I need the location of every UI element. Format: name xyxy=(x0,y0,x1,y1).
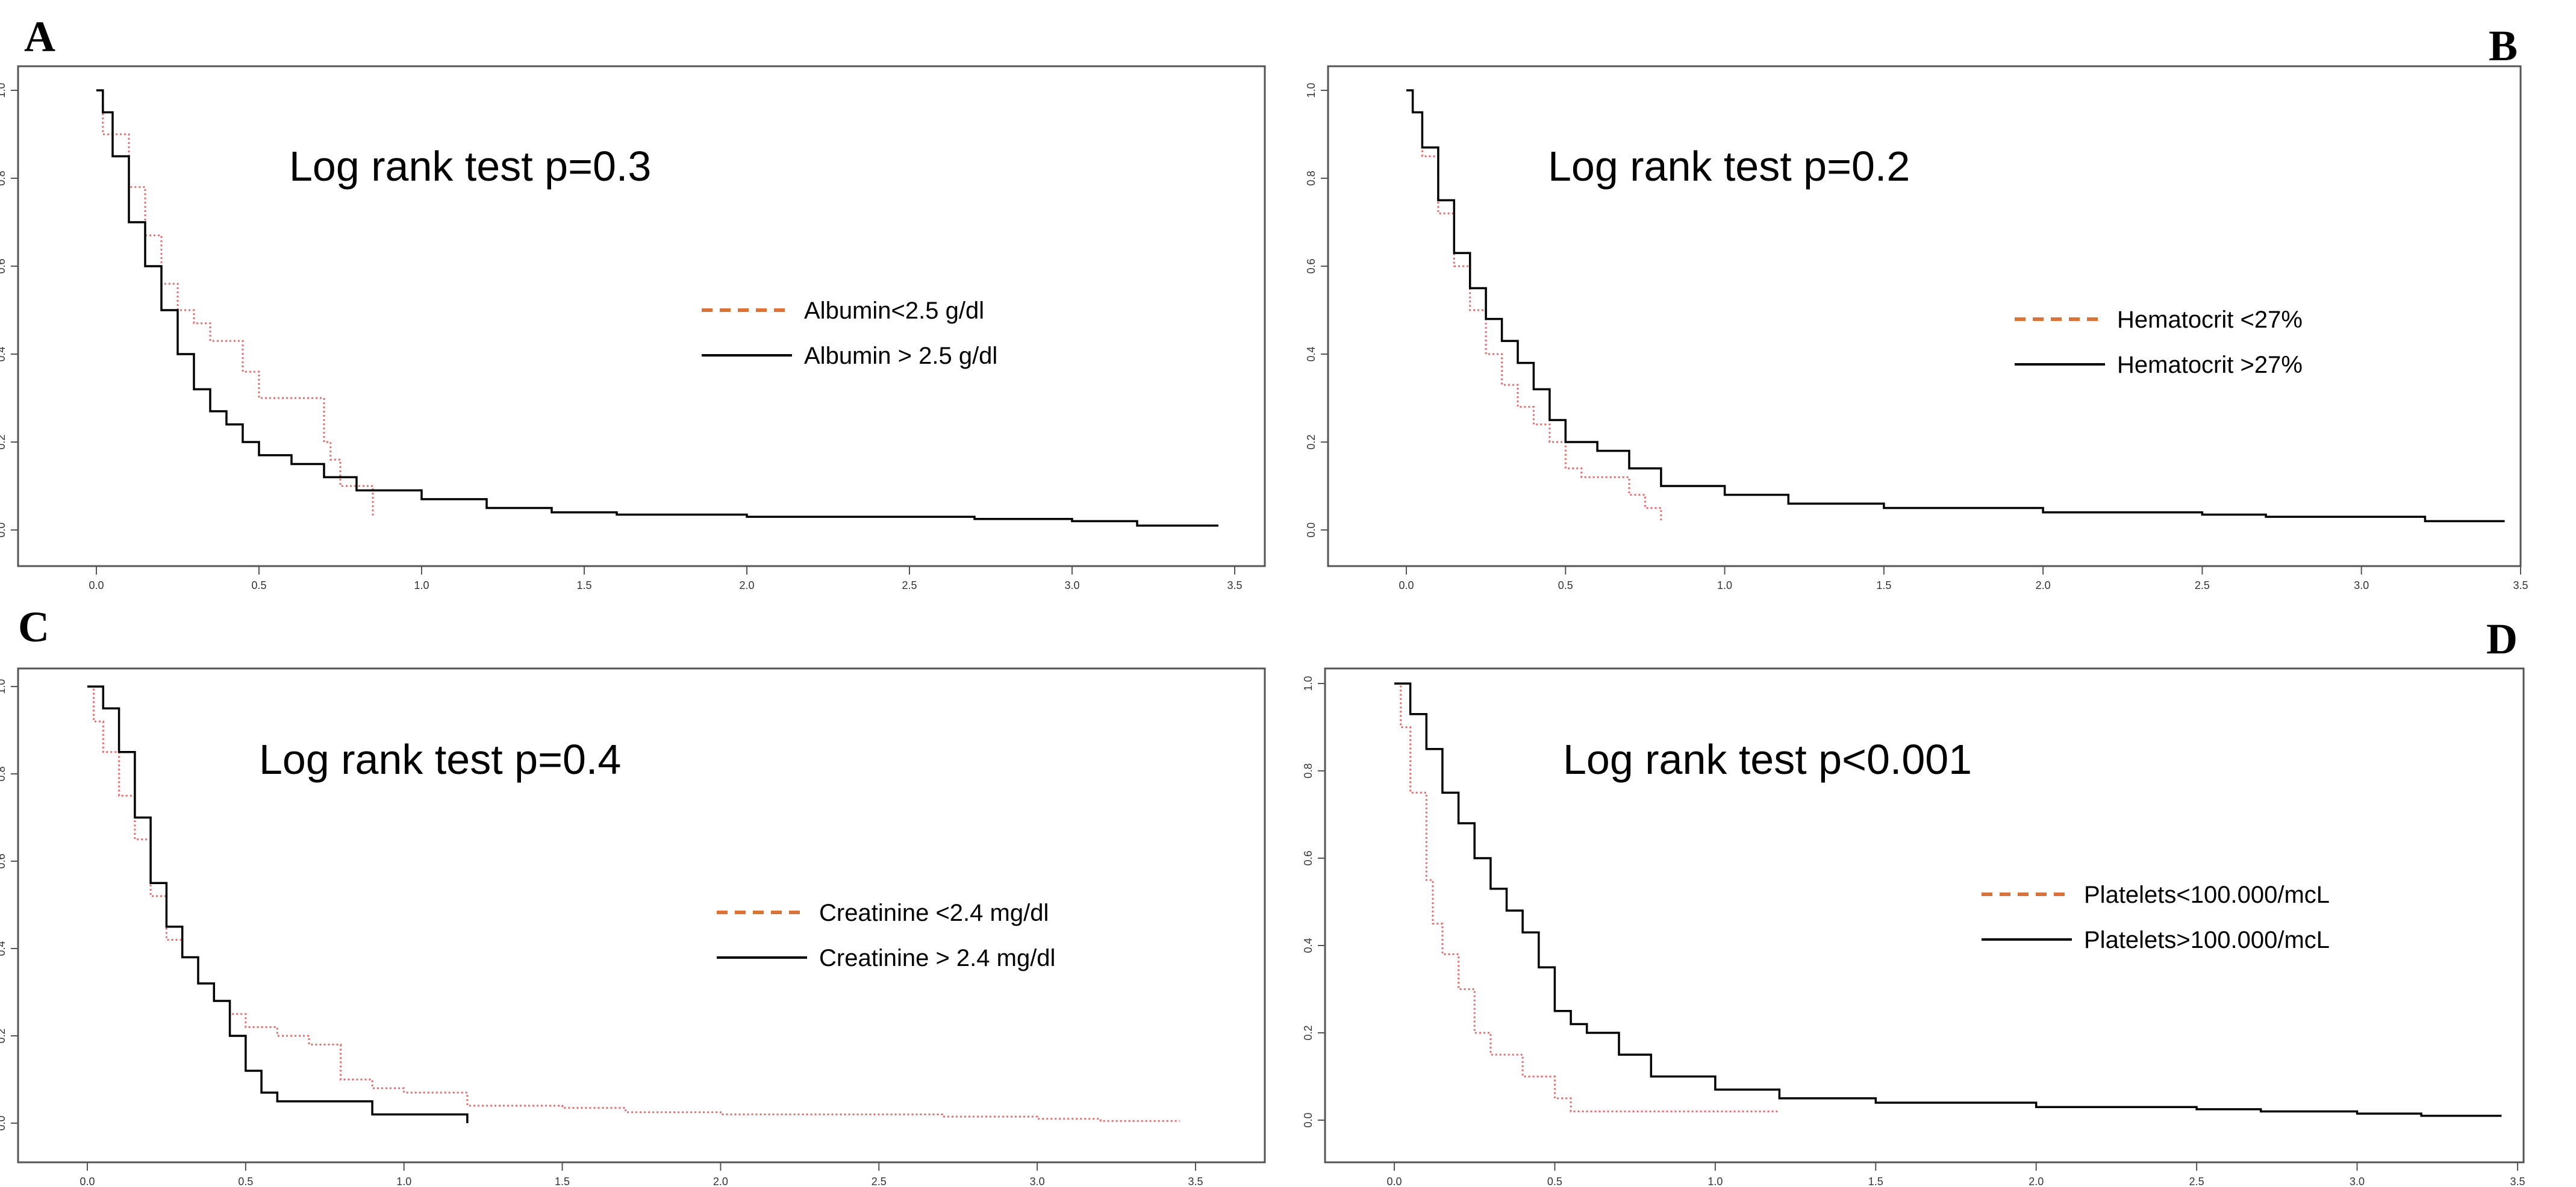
x-tick-label: 3.5 xyxy=(1188,1176,1203,1187)
x-tick-label: 3.0 xyxy=(2354,579,2369,591)
x-tick-label: 1.0 xyxy=(414,579,429,591)
series-line-dotted xyxy=(87,685,1180,1122)
legend-label: Platelets<100.000/mcL xyxy=(2084,882,2330,908)
log-rank-annotation: Log rank test p<0.001 xyxy=(1563,736,1972,783)
legend-label: Albumin<2.5 g/dl xyxy=(804,298,984,324)
panel-c: 0.0 0.5 1.0 1.5 2.0 2.5 3.0 3.5 0.0 0.2 0.4 0.6 0.8 1… xyxy=(0,603,1266,1187)
x-tick-label: 3.0 xyxy=(2350,1176,2365,1187)
y-tick-label: 1.0 xyxy=(0,83,7,98)
y-tick-label: 0.0 xyxy=(0,1115,7,1130)
x-tick-label: 0.0 xyxy=(1399,579,1414,591)
legend-label: Hematocrit <27% xyxy=(2117,307,2303,333)
x-tick-label: 2.5 xyxy=(872,1176,887,1187)
x-tick-label: 3.5 xyxy=(2513,579,2528,591)
x-tick-label: 2.0 xyxy=(739,579,754,591)
x-tick-label: 0.0 xyxy=(1386,1176,1402,1187)
x-tick-label: 0.0 xyxy=(89,579,104,591)
x-tick-label: 2.0 xyxy=(2029,1176,2044,1187)
x-tick-label: 2.5 xyxy=(2195,579,2210,591)
plot-frame xyxy=(17,65,1266,567)
series-line-solid xyxy=(1406,89,2505,523)
log-rank-annotation: Log rank test p=0.4 xyxy=(259,736,621,783)
y-tick-label: 0.2 xyxy=(1305,434,1317,449)
series-line-dotted xyxy=(96,89,374,517)
y-tick-label: 0.8 xyxy=(0,766,7,781)
x-tick-label: 2.0 xyxy=(2036,579,2051,591)
y-tick-label: 0.6 xyxy=(1305,258,1317,273)
x-tick-label: 3.5 xyxy=(2510,1176,2525,1187)
x-tick-label: 1.0 xyxy=(1707,1176,1723,1187)
log-rank-annotation: Log rank test p=0.3 xyxy=(289,143,651,190)
plot-frame xyxy=(17,667,1266,1164)
y-tick-label: 0.0 xyxy=(1302,1112,1314,1127)
y-tick-label: 0.4 xyxy=(0,346,7,361)
y-tick-label: 0.2 xyxy=(0,1028,7,1043)
x-tick-label: 3.0 xyxy=(1064,579,1079,591)
y-tick-label: 0.6 xyxy=(0,853,7,868)
x-tick-label: 3.5 xyxy=(1227,579,1242,591)
y-tick-label: 0.6 xyxy=(1302,850,1314,865)
x-tick-label: 1.0 xyxy=(396,1176,411,1187)
y-tick-label: 0.0 xyxy=(1305,522,1317,537)
y-tick-label: 0.4 xyxy=(0,941,7,956)
plot-frame xyxy=(1324,667,2525,1164)
y-tick-label: 1.0 xyxy=(1305,83,1317,98)
x-tick-label: 1.5 xyxy=(576,579,591,591)
series-line-dotted xyxy=(1406,89,1662,522)
legend-label: Creatinine <2.4 mg/dl xyxy=(819,900,1049,926)
legend-label: Creatinine > 2.4 mg/dl xyxy=(819,945,1055,971)
x-tick-label: 1.5 xyxy=(1868,1176,1883,1187)
series-line-solid xyxy=(96,89,1218,527)
x-tick-label: 3.0 xyxy=(1030,1176,1045,1187)
panel-a: 0.0 0.5 1.0 1.5 2.0 2.5 3.0 3.5 0.0 0.2 0.4 0.6 0.8 1… xyxy=(0,13,1266,591)
legend-label: Albumin > 2.5 g/dl xyxy=(804,343,997,369)
x-tick-label: 0.5 xyxy=(1558,579,1573,591)
y-tick-label: 0.0 xyxy=(0,522,7,537)
y-tick-label: 0.8 xyxy=(1302,763,1314,778)
x-tick-label: 0.5 xyxy=(251,579,266,591)
panel-letter: C xyxy=(18,603,49,651)
x-tick-label: 1.5 xyxy=(555,1176,570,1187)
legend-label: Platelets>100.000/mcL xyxy=(2084,927,2330,953)
y-tick-label: 0.8 xyxy=(0,170,7,185)
y-tick-label: 0.2 xyxy=(0,434,7,449)
x-tick-label: 1.0 xyxy=(1717,579,1732,591)
plot-frame xyxy=(1327,65,2522,567)
panel-d: 0.0 0.5 1.0 1.5 2.0 2.5 3.0 3.5 0.0 0.2 0.4 0.6 0.8 1… xyxy=(1302,615,2525,1187)
x-tick-label: 0.0 xyxy=(80,1176,95,1187)
y-tick-label: 1.0 xyxy=(0,679,7,694)
x-tick-label: 2.5 xyxy=(902,579,917,591)
y-tick-label: 0.4 xyxy=(1305,346,1317,361)
x-tick-label: 0.5 xyxy=(238,1176,253,1187)
y-tick-label: 0.4 xyxy=(1302,938,1314,953)
legend-label: Hematocrit >27% xyxy=(2117,352,2303,378)
series-line-solid xyxy=(87,685,469,1123)
panel-letter: D xyxy=(2486,615,2518,663)
log-rank-annotation: Log rank test p=0.2 xyxy=(1548,143,1910,190)
series-line-solid xyxy=(1394,682,2502,1117)
y-tick-label: 0.8 xyxy=(1305,170,1317,185)
y-tick-label: 0.2 xyxy=(1302,1025,1314,1040)
y-tick-label: 1.0 xyxy=(1302,676,1314,691)
panel-letter: B xyxy=(2489,22,2518,70)
panel-b: 0.0 0.5 1.0 1.5 2.0 2.5 3.0 3.5 0.0 0.2 0.4 0.6 0.8 1… xyxy=(1305,22,2528,591)
y-tick-label: 0.6 xyxy=(0,258,7,273)
x-tick-label: 2.0 xyxy=(713,1176,728,1187)
x-tick-label: 0.5 xyxy=(1547,1176,1562,1187)
panel-letter: A xyxy=(24,13,55,61)
x-tick-label: 1.5 xyxy=(1876,579,1891,591)
x-tick-label: 2.5 xyxy=(2189,1176,2204,1187)
